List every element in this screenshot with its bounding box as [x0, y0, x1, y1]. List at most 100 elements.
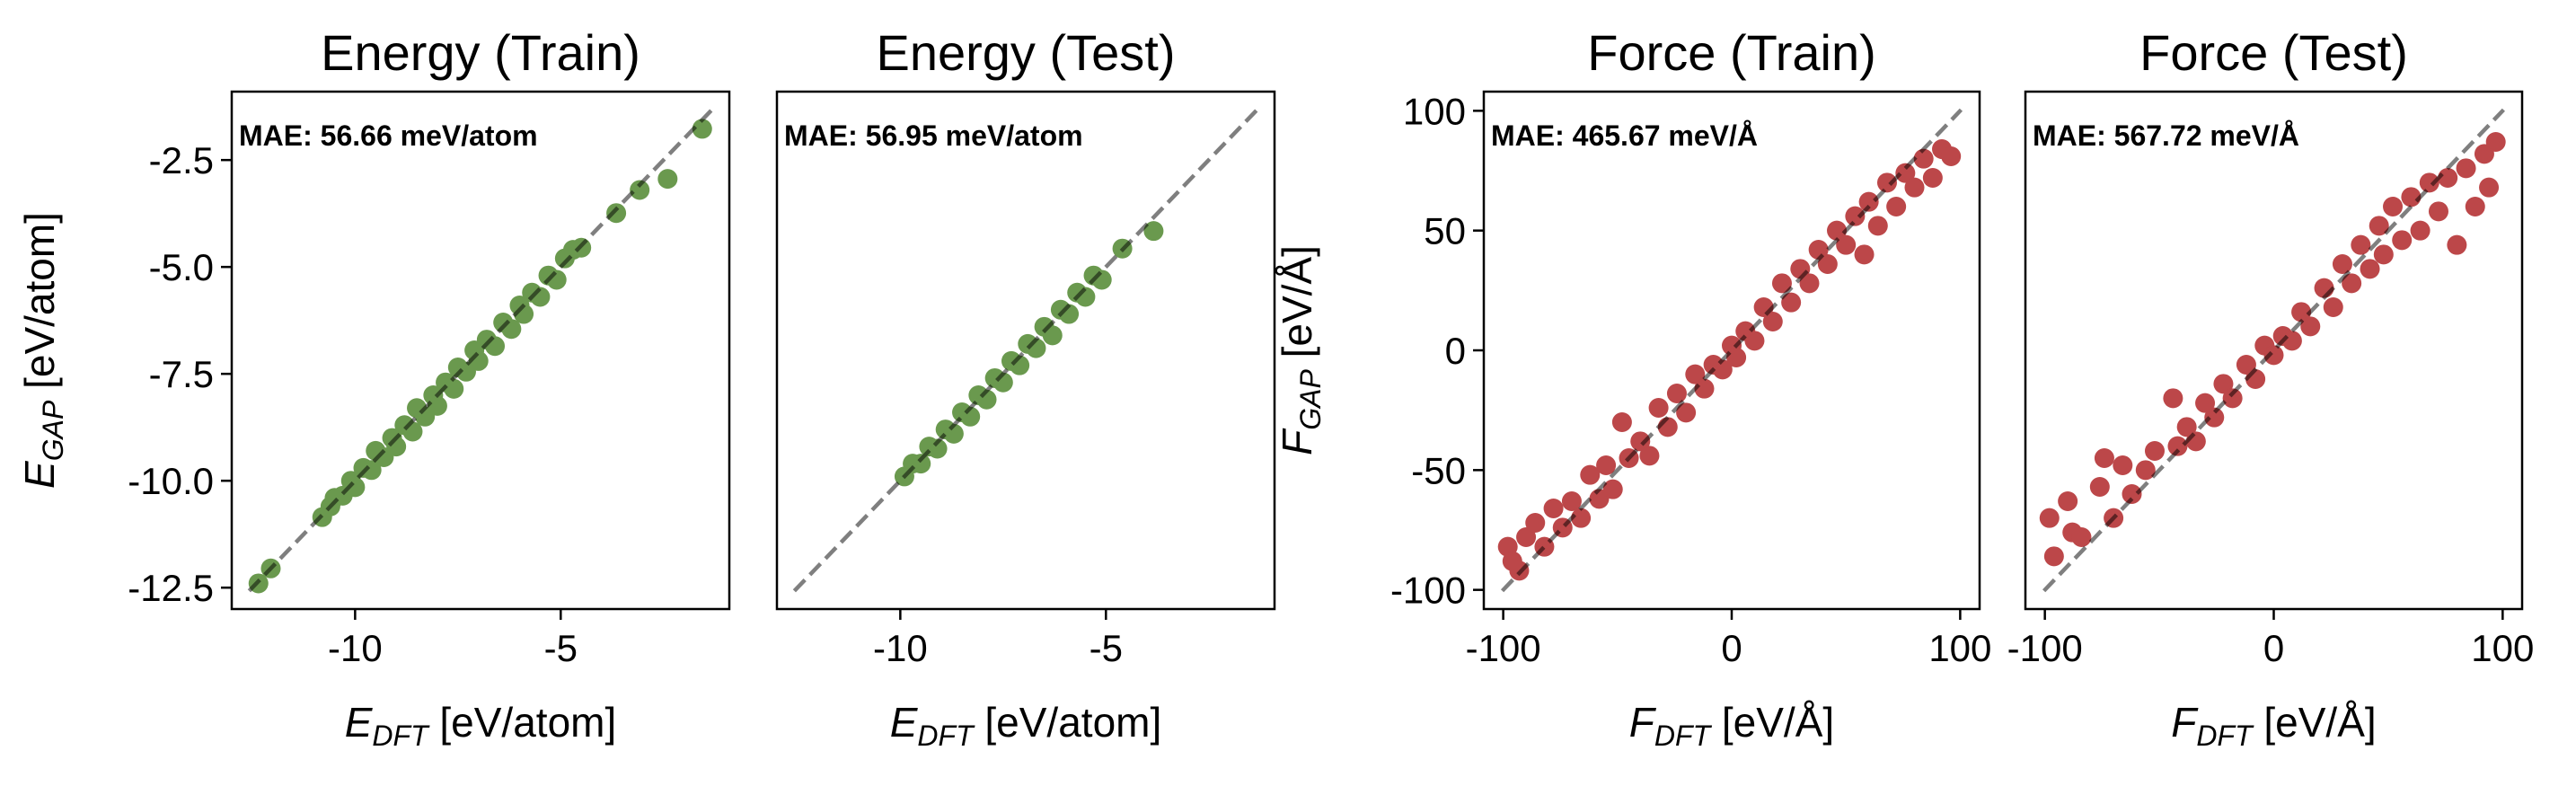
data-point [485, 336, 506, 357]
data-point [692, 119, 712, 139]
data-point [2263, 345, 2284, 366]
data-point [2122, 484, 2142, 504]
x-tick-label: -100 [1466, 627, 1541, 669]
reference-line [792, 108, 1259, 593]
data-point [1762, 312, 1783, 331]
data-point [2291, 302, 2312, 322]
data-point [2401, 187, 2422, 208]
plot-area [247, 108, 714, 594]
data-point [1694, 378, 1715, 399]
data-point [1895, 163, 1916, 183]
y-tick-label: -100 [1390, 570, 1466, 612]
data-point [2236, 355, 2256, 375]
y-tick-label: -7.5 [149, 353, 214, 395]
data-point [1845, 206, 1866, 226]
data-point [2144, 441, 2165, 461]
data-point [2373, 244, 2394, 265]
data-point [2428, 201, 2448, 222]
data-point [2456, 158, 2476, 179]
x-tick-label: -100 [2007, 627, 2083, 669]
data-point [1516, 527, 1537, 547]
data-point [1676, 402, 1697, 423]
data-point [1596, 455, 1617, 475]
data-point [927, 438, 948, 459]
data-point [1867, 216, 1888, 236]
y-tick-label: -12.5 [128, 567, 214, 609]
data-point [1941, 146, 1962, 166]
data-point [2323, 297, 2343, 317]
data-point [2419, 172, 2439, 193]
data-point [2204, 407, 2225, 428]
data-point [2176, 417, 2197, 437]
data-point [2479, 177, 2500, 198]
data-point [1726, 348, 1747, 367]
data-point [630, 180, 650, 200]
x-axis-label: FDFT [eV/Å] [2171, 699, 2376, 752]
data-point [1744, 331, 1765, 351]
data-point [911, 454, 931, 474]
data-point [444, 378, 464, 399]
data-point [2332, 254, 2352, 274]
data-point [1561, 491, 1582, 511]
data-point [1685, 364, 1706, 384]
data-point [1571, 508, 1592, 528]
x-axis-label: FDFT [eV/Å] [1629, 699, 1834, 752]
data-point [2383, 197, 2404, 216]
data-point [1858, 191, 1879, 212]
data-point [1886, 197, 1907, 216]
data-point [2360, 259, 2380, 279]
panel-3: -100 0 100 100 50 0 -50 -100 Force (Train) MAE: 4… [1274, 24, 1991, 752]
data-point [2465, 197, 2485, 216]
y-tick-label: 0 [1445, 330, 1466, 372]
panel-4: -100 0 100 Force (Test) MAE: 567.72 meV/Å FDF… [2007, 24, 2535, 752]
reference-line [1500, 108, 1963, 593]
data-point [1854, 244, 1875, 265]
data-point [1922, 168, 1943, 188]
data-point [2213, 374, 2234, 394]
y-tick-label: -10.0 [128, 460, 214, 502]
panel-2: -10 -5 Energy (Test) MAE: 56.95 meV/atom EDF… [775, 24, 1276, 752]
data-point [2043, 546, 2064, 567]
data-point [427, 395, 447, 416]
data-point [2113, 455, 2133, 475]
panel-1: -10 -5 -2.5 -5.0 -7.5 -10.0 -12.5 Energy (Train… [16, 24, 731, 752]
plot-area [792, 108, 1259, 593]
reference-line [247, 108, 714, 593]
data-point [1648, 398, 1669, 418]
y-tick-label: -2.5 [149, 139, 214, 181]
x-tick-label: -5 [544, 627, 578, 669]
data-point [345, 477, 366, 498]
y-tick-label: 100 [1403, 90, 1466, 132]
data-point [2369, 216, 2389, 236]
x-axis-label: EDFT [eV/atom] [890, 699, 1162, 752]
data-point [1904, 177, 1925, 198]
chart-title: Energy (Test) [877, 24, 1176, 81]
reference-line [2042, 108, 2505, 593]
x-tick-label: 0 [1721, 627, 1742, 669]
data-point [1836, 234, 1857, 255]
x-tick-label: 100 [1928, 627, 1991, 669]
x-axis-label: EDFT [eV/atom] [345, 699, 617, 752]
data-point [1799, 273, 1820, 294]
plot-area [2039, 108, 2506, 593]
y-tick-label: -50 [1411, 449, 1466, 491]
data-point [2447, 234, 2467, 255]
x-tick-label: -10 [873, 627, 928, 669]
data-point [2392, 230, 2413, 251]
data-point [1913, 148, 1934, 169]
data-point [2342, 273, 2362, 294]
axes-frame [230, 90, 731, 611]
data-point [2485, 132, 2506, 152]
data-point [1712, 359, 1733, 380]
data-point [2163, 388, 2183, 409]
data-point [2135, 460, 2156, 481]
x-tick-label: 100 [2471, 627, 2534, 669]
data-point [1630, 431, 1651, 452]
data-point [1580, 464, 1601, 485]
data-point [2039, 508, 2060, 528]
data-point [1876, 172, 1897, 193]
data-point [1666, 384, 1687, 403]
mae-annotation: MAE: 56.95 meV/atom [784, 119, 1083, 152]
data-point [2281, 331, 2302, 351]
data-point [1827, 220, 1848, 241]
